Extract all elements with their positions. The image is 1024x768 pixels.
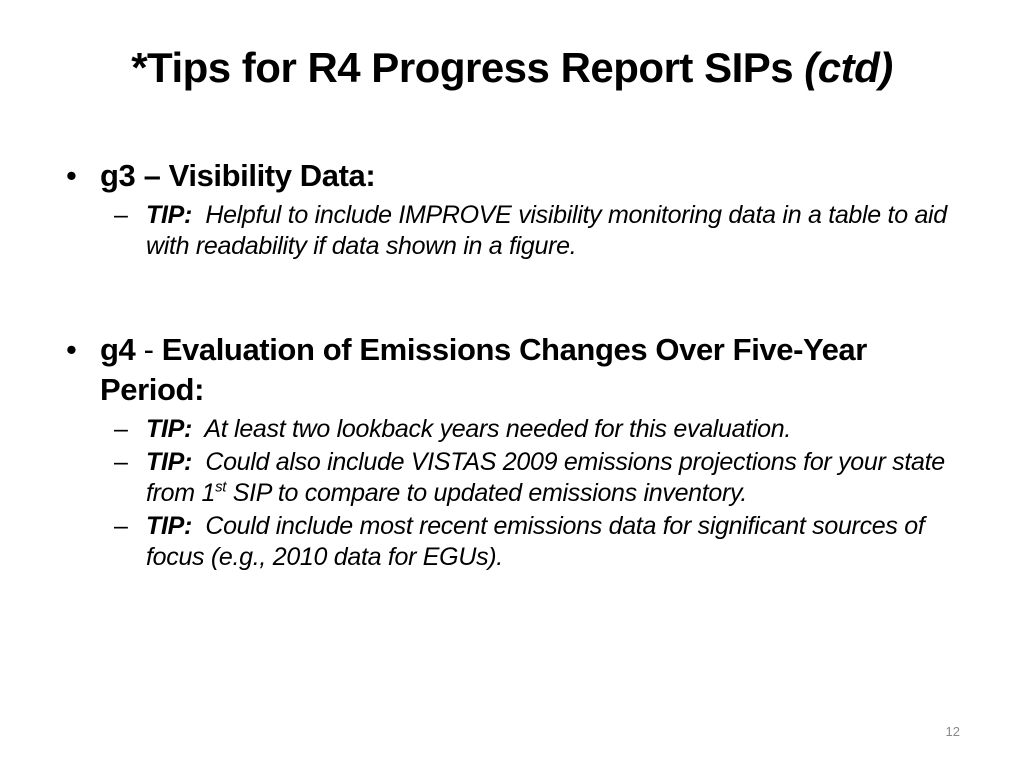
bullet-g3-tips: – TIP: Helpful to include IMPROVE visibi… (62, 200, 972, 262)
bullet-marker: • (66, 332, 77, 367)
bullet-g4: • g4 - Evaluation of Emissions Changes O… (62, 330, 972, 410)
bullet-g3: • g3 – Visibility Data: (62, 156, 972, 196)
tip-superscript: st (215, 478, 227, 496)
tip-text: Helpful to include IMPROVE visibility mo… (146, 201, 954, 260)
bullet-marker: • (66, 158, 77, 193)
tip-dash: – (114, 415, 128, 443)
tip-dash: – (114, 201, 128, 229)
bullet-code: g3 – Visibility Data: (100, 158, 376, 193)
slide-title: *Tips for R4 Progress Report SIPs (ctd) (40, 40, 984, 96)
tip-label: TIP: (146, 201, 193, 229)
tip-item: – TIP: Helpful to include IMPROVE visibi… (114, 200, 972, 262)
slide-content: • g3 – Visibility Data: – TIP: Helpful t… (62, 156, 972, 575)
tip-text: At least two lookback years needed for t… (192, 415, 792, 443)
tip-item: – TIP: Could include most recent emissio… (114, 511, 972, 573)
bullet-code: g4 (100, 332, 136, 367)
page-number: 12 (945, 724, 960, 739)
tip-text-after: SIP to compare to updated emissions inve… (226, 479, 748, 507)
tip-item: – TIP: At least two lookback years neede… (114, 414, 972, 445)
bullet-separator: - (135, 332, 162, 367)
title-italic: (ctd) (804, 44, 893, 91)
tip-text: Could also include VISTAS 2009 emissions… (146, 448, 952, 507)
tip-dash: – (114, 448, 128, 476)
bullet-heading: Evaluation of Emissions Changes Over Fiv… (100, 332, 867, 407)
tip-label: TIP: (146, 448, 193, 476)
title-main: *Tips for R4 Progress Report SIPs (131, 44, 805, 91)
bullet-g4-tips: – TIP: At least two lookback years neede… (62, 414, 972, 573)
tip-text: Could include most recent emissions data… (146, 512, 932, 571)
tip-dash: – (114, 512, 128, 540)
tip-item: – TIP: Could also include VISTAS 2009 em… (114, 447, 972, 509)
tip-label: TIP: (146, 512, 193, 540)
tip-label: TIP: (146, 415, 193, 443)
